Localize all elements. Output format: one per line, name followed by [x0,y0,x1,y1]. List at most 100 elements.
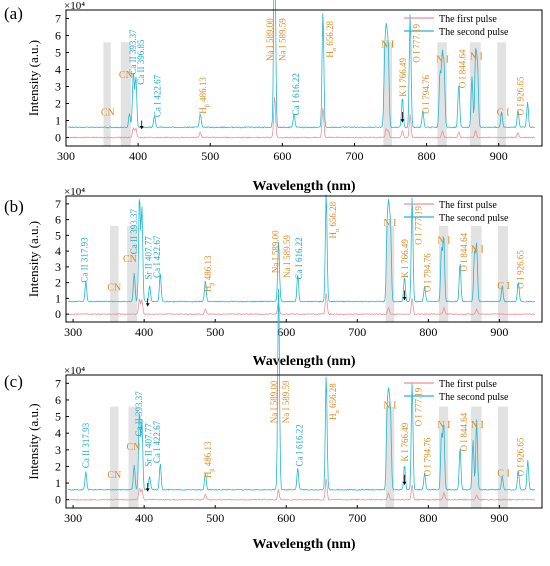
panel-label: (b) [4,197,24,216]
x-tick-label: 600 [277,325,295,339]
peak-label: Ca II 393.37 [134,391,144,437]
y-tick-label: 6 [55,393,61,407]
series-line-first-pulse [67,292,536,316]
legend-entry: The first pulse [439,379,497,390]
y-tick-label: 4 [55,63,61,77]
peak-label: CN [119,70,133,81]
shaded-band [128,406,139,508]
legend-entry: The second pulse [439,392,509,403]
legend-entry: The first pulse [439,200,497,211]
y-tick-label: 5 [55,46,61,60]
shaded-band [120,42,131,146]
peak-label: N I [437,420,450,431]
series-line-second-pulse [68,194,536,303]
peak-label: O I 794.76 [423,253,433,292]
peak-label: N I [471,420,484,431]
x-tick-label: 800 [419,511,437,525]
shaded-band [470,225,482,322]
x-tick-label: 400 [129,149,147,163]
peak-label: O I 844.64 [459,412,469,451]
peak-label: O I 926.65 [516,250,526,289]
x-tick-label: 600 [273,149,291,163]
x-tick-label: 800 [418,149,436,163]
x-axis-label: Wavelength (nm) [252,537,355,552]
peak-label: CN [101,107,115,118]
peak-label: Ca II 393.37 [129,209,139,255]
x-tick-label: 500 [206,325,224,339]
peak-label: Sr II 407.77 [143,423,153,467]
y-tick-label: 0 [55,493,61,507]
peak-label: Ca I 616.22 [291,73,301,115]
peak-label: O I 926.65 [515,76,525,115]
y-tick-label: 1 [55,476,61,490]
y-tick-label: 2 [55,276,61,290]
peak-label: O I 794.76 [423,437,433,476]
shaded-band [110,225,119,322]
arrow-head [400,119,405,123]
peak-label: C I [497,107,510,118]
legend-entry: The first pulse [439,14,497,25]
peak-label: Na I 589.00 [269,380,279,423]
peak-label: Na I 589.59 [281,380,291,423]
x-tick-label: 700 [348,511,366,525]
y-tick-label: 3 [55,443,61,457]
x-tick-label: 500 [201,149,219,163]
peak-label: N I [437,235,450,246]
peak-label: O I 794.76 [421,74,431,113]
peak-label: Hβ 486.13 [203,441,216,478]
peak-label: Hα 656.28 [328,201,341,238]
series-line-first-pulse [68,97,535,139]
panel-label: (a) [4,4,23,23]
y-tick-label: 7 [55,12,61,26]
y-multiplier: ×10⁴ [64,365,85,377]
arrow-head [139,126,144,129]
shaded-band [438,406,449,508]
y-tick-label: 2 [55,97,61,111]
peak-label: N I [471,245,484,256]
arrow-head [145,303,150,307]
peak-label: Ca I 616.22 [295,424,305,466]
shaded-band [497,225,508,322]
peak-label: Sr II 407.77 [143,236,153,280]
shaded-band [385,225,395,322]
peak-label: Na I 589.59 [282,235,292,278]
peak-label: O I 844.64 [458,49,468,88]
peak-label: C I [497,281,510,292]
plot-frame [65,374,543,509]
y-tick-label: 3 [55,80,61,94]
peak-label: Na I 589.00 [265,18,275,61]
shaded-band [470,406,482,508]
x-tick-label: 900 [490,325,508,339]
shaded-band [497,42,506,146]
legend-entry: The second pulse [439,213,509,224]
peak-label: Ca I 422.67 [152,420,162,463]
y-tick-label: 1 [55,114,61,128]
peak-label: CN [123,254,137,265]
x-tick-label: 300 [64,511,82,525]
x-tick-label: 600 [277,511,295,525]
y-axis-label: Intensity (a.u.) [26,40,41,116]
peak-label: N I [383,218,396,229]
peak-label: C I [497,468,510,479]
peak-label: Hα 656.28 [325,20,338,57]
y-axis-label: Intensity (a.u.) [26,221,41,297]
shaded-band [385,406,395,508]
y-tick-label: 5 [55,228,61,242]
peak-label: K I 766.49 [400,422,410,461]
y-tick-label: 4 [55,426,61,440]
shaded-band [497,406,508,508]
x-tick-label: 400 [135,325,153,339]
peak-label: Na I 589.59 [277,18,287,61]
shaded-band [103,42,111,146]
peak-label: CN [107,470,121,481]
x-tick-label: 300 [57,149,75,163]
peak-label: O I 777.19 [412,23,422,62]
x-tick-label: 300 [64,325,82,339]
x-tick-label: 700 [345,149,363,163]
peak-label: O I 777.19 [413,387,423,426]
peak-label: O I 777.19 [413,206,423,245]
legend-entry: The second pulse [439,27,509,38]
y-tick-label: 3 [55,260,61,274]
shaded-band [438,225,449,322]
series-line-second-pulse [68,0,535,129]
